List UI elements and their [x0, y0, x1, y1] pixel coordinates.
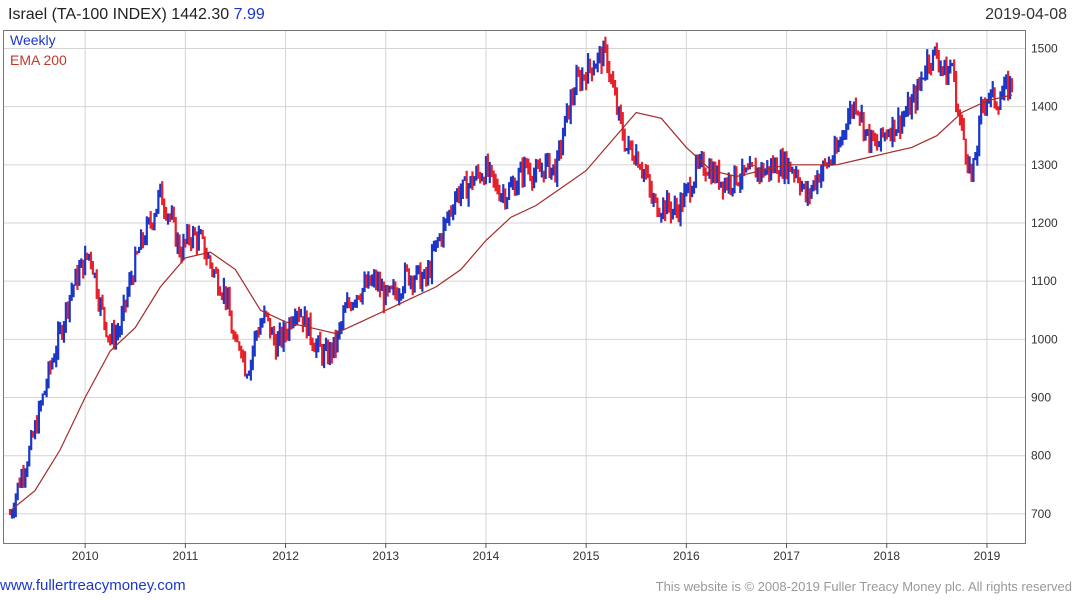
y-tick-label: 700 — [1031, 507, 1051, 521]
price-change: 7.99 — [233, 6, 265, 23]
x-tick-label: 2019 — [974, 549, 1001, 563]
copyright-text: This website is © 2008-2019 Fuller Treac… — [655, 579, 1072, 594]
x-tick-label: 2017 — [773, 549, 800, 563]
y-tick-label: 800 — [1031, 449, 1051, 463]
chart-title: Israel (TA-100 INDEX) 1442.30 — [8, 6, 230, 23]
price-chart — [4, 31, 1025, 543]
plot-area — [3, 30, 1026, 544]
y-tick-label: 1400 — [1031, 100, 1058, 114]
x-tick-label: 2013 — [372, 549, 399, 563]
y-tick-label: 1300 — [1031, 158, 1058, 172]
y-tick-label: 1500 — [1031, 41, 1058, 55]
x-tick-label: 2015 — [573, 549, 600, 563]
y-tick-label: 1200 — [1031, 216, 1058, 230]
y-tick-label: 900 — [1031, 391, 1051, 405]
y-tick-label: 1100 — [1031, 274, 1057, 288]
x-tick-label: 2011 — [172, 549, 198, 563]
x-tick-label: 2018 — [873, 549, 900, 563]
chart-header: Israel (TA-100 INDEX) 1442.30 7.99 — [8, 6, 265, 24]
x-tick-label: 2012 — [272, 549, 299, 563]
x-tick-label: 2016 — [673, 549, 700, 563]
chart-date: 2019-04-08 — [985, 6, 1067, 23]
x-tick-label: 2014 — [473, 549, 500, 563]
website-link[interactable]: www.fullertreacymoney.com — [0, 577, 186, 594]
legend-ema: EMA 200 — [10, 52, 67, 68]
x-tick-label: 2010 — [72, 549, 99, 563]
legend-weekly: Weekly — [10, 32, 56, 48]
ema-200-line — [9, 94, 1013, 512]
y-tick-label: 1000 — [1031, 332, 1058, 346]
